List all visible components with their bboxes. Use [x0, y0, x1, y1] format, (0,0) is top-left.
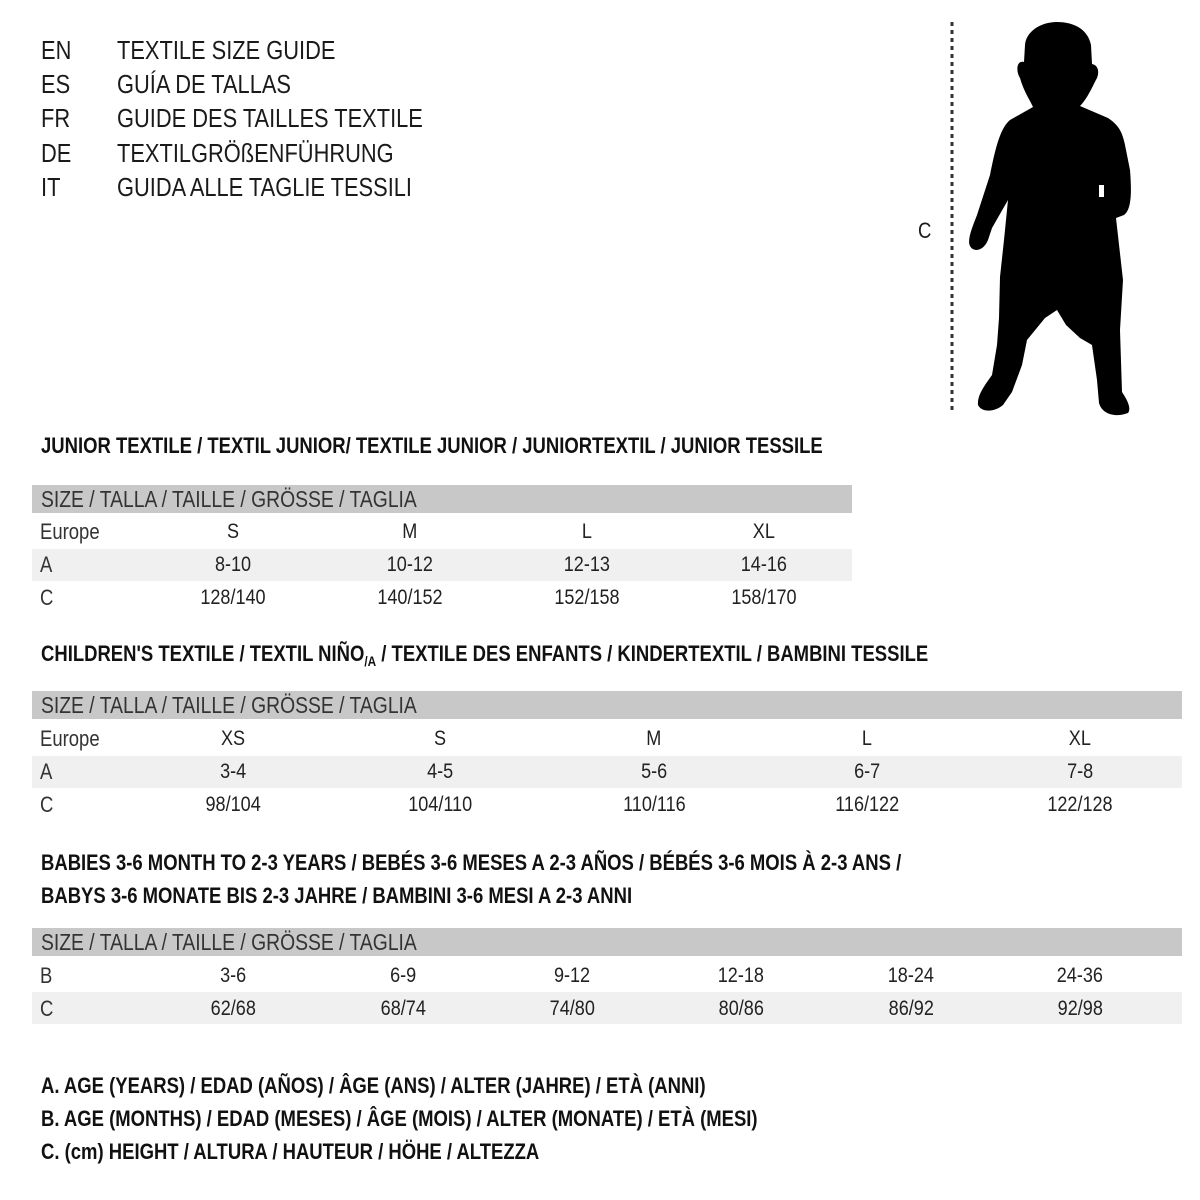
size-cell: 10-12	[386, 553, 434, 576]
language-code: ES	[41, 69, 71, 99]
shaded-row	[32, 549, 852, 581]
size-cell: 7-8	[1066, 760, 1094, 783]
legend-c: C. (cm) HEIGHT / ALTURA / HAUTEUR / HÖHE…	[41, 1139, 540, 1164]
language-row-it: IT GUIDA ALLE TAGLIE TESSILI	[0, 170, 600, 204]
children-section-title: CHILDREN'S TEXTILE / TEXTIL NIÑO/A / TEX…	[41, 641, 929, 669]
language-row-fr: FR GUIDE DES TAILLES TEXTILE	[0, 101, 600, 135]
language-row-de: DE TEXTILGRÖßENFÜHRUNG	[0, 136, 600, 170]
legend-a: A. AGE (YEARS) / EDAD (AÑOS) / ÂGE (ANS)…	[41, 1073, 706, 1098]
row-label: C	[40, 996, 54, 1021]
size-cell: 3-6	[219, 964, 247, 987]
size-cell: L	[581, 520, 593, 543]
size-cell: 12-13	[563, 553, 611, 576]
size-cell: 12-18	[717, 964, 765, 987]
size-cell: 62/68	[210, 997, 256, 1020]
size-cell: 110/116	[622, 793, 686, 816]
row-label: C	[40, 792, 54, 817]
shaded-row	[32, 756, 1182, 788]
size-cell: 68/74	[380, 997, 426, 1020]
size-cell: XL	[752, 520, 776, 543]
size-cell: 6-7	[853, 760, 881, 783]
height-measure-label: C	[918, 218, 932, 243]
size-cell: 18-24	[887, 964, 935, 987]
language-title: GUÍA DE TALLAS	[117, 69, 291, 99]
table-header-label: SIZE / TALLA / TAILLE / GRÖSSE / TAGLIA	[41, 486, 417, 512]
size-cell: M	[402, 520, 418, 543]
size-cell: L	[861, 727, 873, 750]
row-label: A	[40, 759, 53, 784]
language-title: GUIDA ALLE TAGLIE TESSILI	[117, 172, 412, 202]
babies-section-title-line1: BABIES 3-6 MONTH TO 2-3 YEARS / BEBÉS 3-…	[41, 850, 902, 875]
language-code: DE	[41, 138, 72, 168]
table-header: SIZE / TALLA / TAILLE / GRÖSSE / TAGLIA	[32, 691, 1182, 719]
size-cell: 104/110	[408, 793, 472, 816]
row-label: A	[40, 552, 53, 577]
child-silhouette-shape	[969, 22, 1131, 416]
table-header: SIZE / TALLA / TAILLE / GRÖSSE / TAGLIA	[32, 485, 852, 513]
language-row-es: ES GUÍA DE TALLAS	[0, 67, 600, 101]
table-header-label: SIZE / TALLA / TAILLE / GRÖSSE / TAGLIA	[41, 929, 417, 955]
size-cell: 152/158	[554, 586, 620, 609]
babies-section-title-line2: BABYS 3-6 MONATE BIS 2-3 JAHRE / BAMBINI…	[41, 883, 633, 908]
size-cell: 92/98	[1057, 997, 1103, 1020]
child-silhouette-icon	[950, 22, 1131, 416]
size-cell: 128/140	[200, 586, 266, 609]
size-cell: S	[226, 520, 240, 543]
row-label: C	[40, 585, 54, 610]
language-title: TEXTILE SIZE GUIDE	[117, 35, 336, 65]
language-title: TEXTILGRÖßENFÜHRUNG	[117, 138, 394, 168]
row-label: Europe	[40, 726, 100, 751]
legend-b: B. AGE (MONTHS) / EDAD (MESES) / ÂGE (MO…	[41, 1106, 758, 1131]
size-cell: S	[433, 727, 447, 750]
junior-section-title: JUNIOR TEXTILE / TEXTIL JUNIOR/ TEXTILE …	[41, 433, 823, 458]
size-cell: 9-12	[553, 964, 591, 987]
size-cell: 24-36	[1056, 964, 1104, 987]
shaded-row	[32, 992, 1182, 1024]
size-cell: 158/170	[731, 586, 797, 609]
language-title: GUIDE DES TAILLES TEXTILE	[117, 103, 423, 133]
size-cell: M	[646, 727, 662, 750]
size-cell: 8-10	[214, 553, 252, 576]
table-header: SIZE / TALLA / TAILLE / GRÖSSE / TAGLIA	[32, 928, 1182, 956]
row-label: B	[40, 963, 53, 988]
size-cell: XL	[1068, 727, 1092, 750]
size-cell: 6-9	[389, 964, 417, 987]
size-cell: 3-4	[219, 760, 247, 783]
size-cell: 140/152	[377, 586, 443, 609]
language-code: IT	[41, 172, 61, 202]
language-code: FR	[41, 103, 71, 133]
size-cell: 14-16	[740, 553, 788, 576]
size-cell: 98/104	[205, 793, 261, 816]
table-header-label: SIZE / TALLA / TAILLE / GRÖSSE / TAGLIA	[41, 692, 417, 718]
size-cell: 4-5	[426, 760, 454, 783]
size-cell: 80/86	[718, 997, 764, 1020]
size-cell: 74/80	[549, 997, 595, 1020]
size-cell: 5-6	[640, 760, 668, 783]
language-code: EN	[41, 35, 72, 65]
language-row-en: EN TEXTILE SIZE GUIDE	[0, 33, 600, 67]
row-label: Europe	[40, 519, 100, 544]
size-cell: XS	[220, 727, 246, 750]
size-cell: 86/92	[888, 997, 934, 1020]
size-cell: 116/122	[835, 793, 899, 816]
size-cell: 122/128	[1047, 793, 1113, 816]
